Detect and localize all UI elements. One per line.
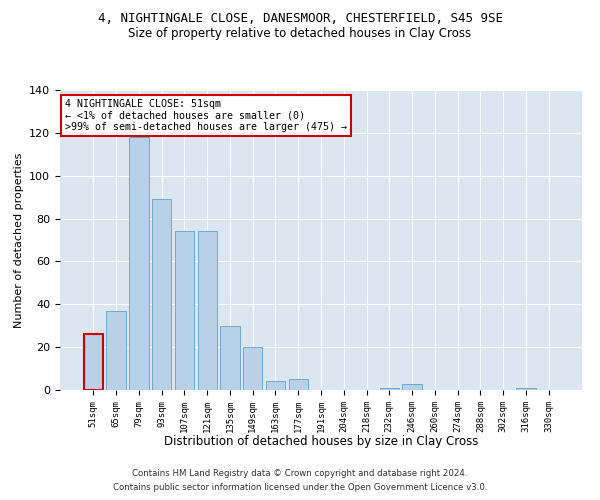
Text: 4, NIGHTINGALE CLOSE, DANESMOOR, CHESTERFIELD, S45 9SE: 4, NIGHTINGALE CLOSE, DANESMOOR, CHESTER… — [97, 12, 503, 26]
Bar — [106, 310, 126, 390]
Text: Size of property relative to detached houses in Clay Cross: Size of property relative to detached ho… — [128, 28, 472, 40]
Bar — [289, 380, 308, 390]
Text: Contains public sector information licensed under the Open Government Licence v3: Contains public sector information licen… — [113, 484, 487, 492]
Y-axis label: Number of detached properties: Number of detached properties — [14, 152, 23, 328]
Bar — [220, 326, 239, 390]
Bar — [516, 388, 536, 390]
Bar — [152, 200, 172, 390]
Bar — [403, 384, 422, 390]
Bar — [197, 232, 217, 390]
Bar — [243, 347, 262, 390]
Text: Contains HM Land Registry data © Crown copyright and database right 2024.: Contains HM Land Registry data © Crown c… — [132, 468, 468, 477]
Text: Distribution of detached houses by size in Clay Cross: Distribution of detached houses by size … — [164, 435, 478, 448]
Bar — [266, 382, 285, 390]
Bar — [84, 334, 103, 390]
Text: 4 NIGHTINGALE CLOSE: 51sqm
← <1% of detached houses are smaller (0)
>99% of semi: 4 NIGHTINGALE CLOSE: 51sqm ← <1% of deta… — [65, 99, 347, 132]
Bar — [129, 137, 149, 390]
Bar — [175, 232, 194, 390]
Bar — [380, 388, 399, 390]
